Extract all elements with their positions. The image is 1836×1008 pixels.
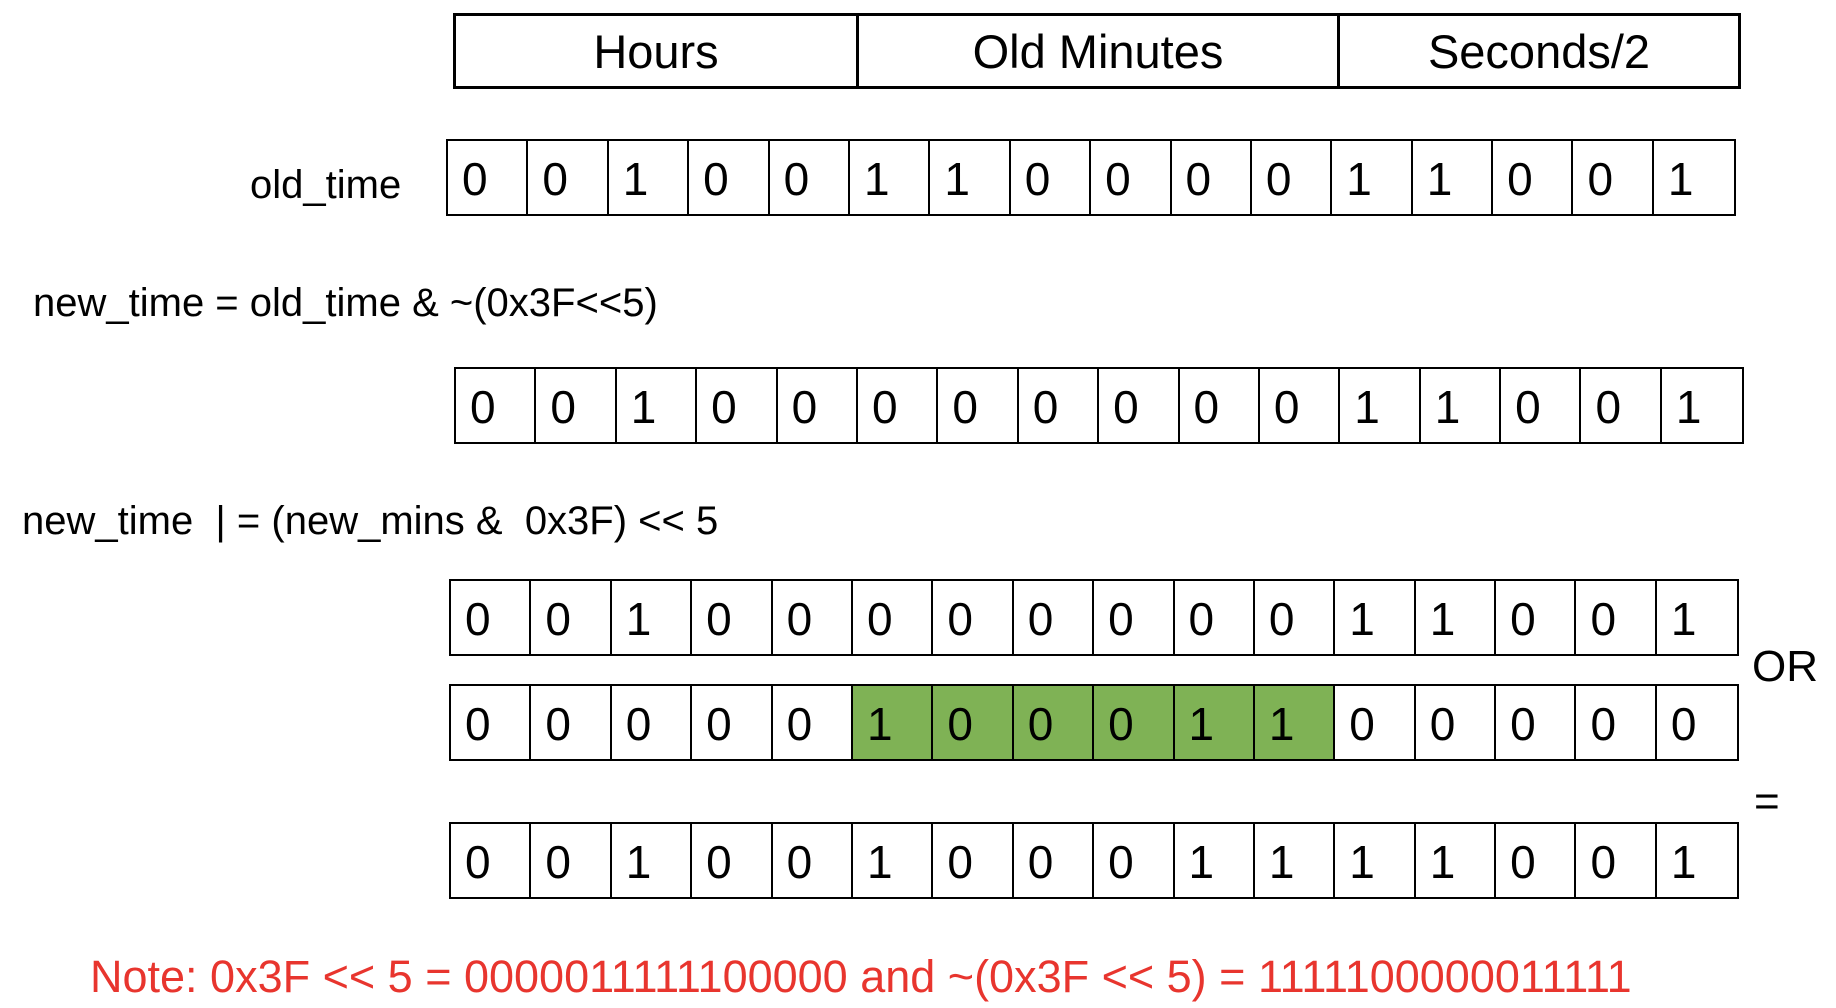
bit-cell: 0 [1576,686,1657,759]
old-minutes-field-label: Old Minutes [859,16,1340,86]
bit-cell: 0 [689,141,770,214]
bit-cell: 0 [858,369,939,442]
bit-cell: 0 [692,824,773,897]
bit-cell: 0 [1335,686,1416,759]
bit-cell: 1 [1421,369,1502,442]
bit-cell: 0 [773,581,853,654]
bit-cell: 0 [612,686,693,759]
bit-cell: 0 [770,141,850,214]
bit-cell: 0 [773,686,853,759]
bit-cell: 0 [1496,686,1577,759]
bit-cell: 1 [1675,381,1702,433]
bit-cell: 0 [1014,581,1095,654]
bit-cell: 0 [1416,686,1497,759]
bit-cell: 0 [1180,369,1260,442]
bit-cell: 0 [1581,369,1662,442]
bit-cell: 1 [1667,153,1694,205]
bit-cell: 0 [528,141,609,214]
bit-cell: 0 [1094,686,1175,759]
clear-minutes-expression: new_time = old_time & ~(0x3F<<5) [33,281,658,325]
bit-cell: 0 [1670,698,1697,750]
bit-cell: 0 [1576,824,1657,897]
bit-cell: 0 [1573,141,1654,214]
bit-cell: 0 [697,369,778,442]
bit-cell: 1 [850,141,931,214]
set-minutes-expression: new_time | = (new_mins & 0x3F) << 5 [22,499,719,543]
bit-cell: 0 [1496,581,1577,654]
bit-cell: 1 [1335,581,1416,654]
bit-cell: 1 [1413,141,1494,214]
bit-cell: 0 [531,686,612,759]
bit-cell: 0 [1013,686,1095,759]
or-operator: OR [1752,642,1818,691]
bit-cell: 1 [612,581,693,654]
bit-field-header: Hours Old Minutes Seconds/2 [453,13,1741,89]
bit-cell: 0 [451,824,532,897]
bit-cell: 0 [933,581,1014,654]
bit-cell: 0 [1175,581,1255,654]
bit-cell: 0 [1252,141,1333,214]
bit-cell: 1 [609,141,690,214]
seconds-field-label: Seconds/2 [1427,24,1651,78]
bit-cell: 0 [933,824,1014,897]
bit-cell: 0 [1014,824,1095,897]
bit-cell: 1 [1670,593,1697,645]
bit-cell: 0 [1094,824,1175,897]
bit-cell: 1 [1335,824,1416,897]
bit-cell: 0 [692,686,773,759]
bit-cell: 0 [1172,141,1252,214]
hours-field-label: Hours [456,16,859,86]
bit-cell: 0 [1255,581,1336,654]
bit-cell: 1 [852,686,934,759]
bit-cell: 0 [1501,369,1582,442]
mask-note: Note: 0x3F << 5 = 0000011111100000 and ~… [90,951,1632,1002]
bit-cell: 0 [536,369,617,442]
bit-cell: 0 [1496,824,1577,897]
bit-cell: 1 [853,824,934,897]
bit-cell: 0 [773,824,853,897]
bit-cell: 0 [1091,141,1172,214]
bit-cell: 1 [1416,581,1497,654]
bit-cell: 0 [1011,141,1092,214]
bit-cell: 0 [451,581,532,654]
bit-cell: 0 [853,581,934,654]
bit-cell: 0 [456,369,537,442]
bit-cell: 1 [930,141,1011,214]
bit-cell: 0 [1493,141,1574,214]
bit-cell: 0 [531,581,612,654]
bit-cell: 0 [1094,581,1175,654]
bit-cell: 1 [1254,686,1336,759]
bit-cell: 1 [1175,824,1255,897]
bit-cell: 1 [612,824,693,897]
bit-cell: 0 [451,686,532,759]
bit-cell: 1 [1174,686,1255,759]
bit-cell: 1 [1340,369,1421,442]
bit-cell: 0 [1019,369,1100,442]
bit-cell: 1 [1255,824,1336,897]
bit-cell: 0 [933,686,1014,759]
bit-cell: 1 [1670,836,1697,888]
bit-cell: 0 [938,369,1019,442]
bit-cell: 0 [692,581,773,654]
bit-cell: 1 [1332,141,1413,214]
bit-cell: 0 [1576,581,1657,654]
equals-operator: = [1754,777,1780,826]
bit-cell: 0 [778,369,858,442]
bit-cell: 1 [617,369,698,442]
bit-cell: 1 [1416,824,1497,897]
old-time-label: old_time [250,163,402,207]
bit-cell: 0 [1260,369,1341,442]
bit-cell: 0 [1099,369,1180,442]
bit-cell: 0 [531,824,612,897]
bit-cell: 0 [448,141,529,214]
